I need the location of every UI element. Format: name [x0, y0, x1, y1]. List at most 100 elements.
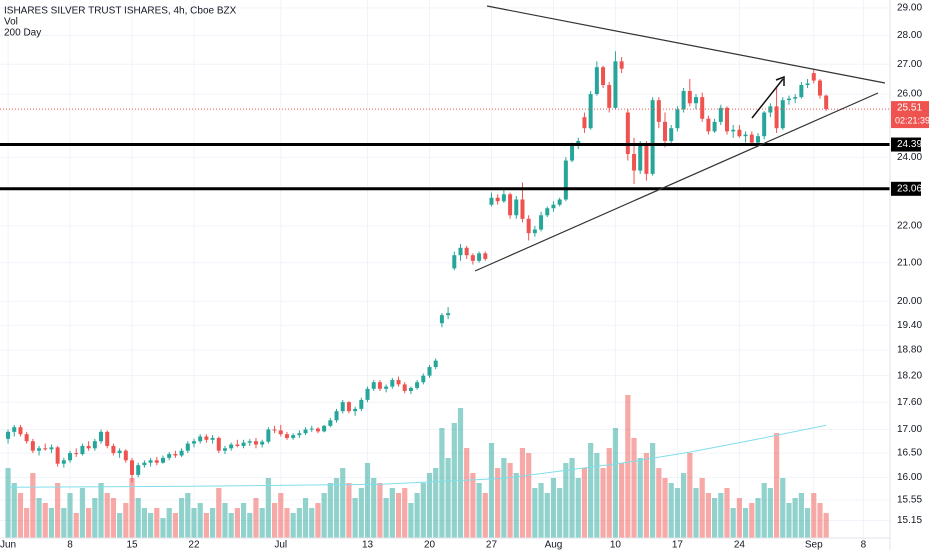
- candle-body: [235, 444, 240, 446]
- volume-bar: [699, 478, 705, 538]
- x-tick-label: 13: [362, 540, 374, 550]
- candle-body: [216, 437, 221, 451]
- candle-body: [123, 450, 128, 461]
- y-tick-label: 18.80: [897, 345, 922, 356]
- candle-body: [396, 380, 401, 385]
- volume-bar: [86, 508, 92, 538]
- candle-body: [594, 67, 599, 95]
- volume-bar: [712, 498, 718, 538]
- volume-bar: [420, 483, 426, 538]
- volume-bar: [588, 443, 594, 538]
- volume-bar: [687, 453, 693, 538]
- volume-bar: [563, 463, 569, 538]
- candle-body: [185, 443, 190, 451]
- grid: [0, 0, 890, 540]
- volume-bar: [445, 458, 451, 538]
- candle-body: [768, 106, 773, 113]
- candle-body: [390, 380, 395, 387]
- volume-bar: [408, 503, 414, 538]
- candle-body: [334, 411, 339, 421]
- y-tick-label: 16.50: [897, 448, 922, 459]
- candle-body: [582, 117, 587, 129]
- candle-body: [49, 447, 54, 450]
- y-tick-label: 24.00: [897, 152, 922, 163]
- candle-body: [229, 444, 234, 449]
- volume-bar: [811, 493, 817, 538]
- volume-bar: [265, 478, 271, 538]
- candle-body: [222, 448, 227, 451]
- volume-bar: [792, 498, 798, 538]
- volume-bar: [240, 503, 247, 538]
- y-tick-label: 17.60: [897, 397, 922, 408]
- candle-body: [706, 118, 711, 132]
- candle-body: [570, 145, 575, 161]
- candle-body: [278, 430, 283, 435]
- volume-bar: [160, 518, 166, 538]
- volume-bar: [507, 463, 513, 538]
- x-tick-label: Jul: [274, 540, 287, 550]
- volume-bar: [575, 478, 581, 538]
- candle-body: [340, 402, 345, 412]
- volume-bar: [724, 488, 730, 538]
- volume-bar: [600, 468, 606, 538]
- volume-bar: [705, 493, 712, 538]
- candle-body: [365, 388, 370, 400]
- candle-body: [402, 384, 407, 391]
- volume-bar: [414, 493, 420, 538]
- volume-bar: [681, 473, 687, 538]
- volume-bar: [464, 448, 470, 538]
- candle-body: [30, 441, 35, 451]
- volume-bar: [36, 498, 42, 538]
- candle-body: [632, 153, 637, 171]
- candle-body: [371, 382, 376, 389]
- volume-bar: [470, 473, 476, 538]
- volume-bar: [581, 468, 588, 538]
- level-label: 24.39: [897, 139, 922, 150]
- last-price-tag: [891, 101, 929, 129]
- candle-body: [663, 121, 668, 141]
- volume-bar: [135, 498, 141, 538]
- volume-bar: [519, 448, 526, 538]
- candle-body: [458, 247, 463, 256]
- candle-body: [824, 95, 829, 110]
- candle-body: [328, 420, 333, 426]
- volume-bar: [290, 513, 296, 538]
- volume-bar: [625, 395, 631, 538]
- ma-line: [8, 424, 827, 488]
- trendline-upper: [486, 5, 886, 84]
- volume-bar: [222, 503, 228, 538]
- x-tick-label: 24: [734, 540, 746, 550]
- volume-bar: [569, 458, 575, 538]
- volume-bar: [216, 488, 222, 538]
- candle-body: [638, 144, 643, 171]
- candle-body: [669, 128, 674, 141]
- x-tick-label: 10: [610, 540, 622, 550]
- candle-body: [61, 460, 66, 464]
- candle-body: [619, 61, 624, 69]
- candle-body: [743, 134, 748, 137]
- volume-bar: [457, 408, 464, 538]
- candle-body: [253, 441, 258, 445]
- candle-body: [272, 429, 277, 431]
- volume-bar: [228, 513, 234, 538]
- volume-bar: [402, 488, 408, 538]
- candle-body: [526, 218, 531, 234]
- candle-body: [811, 73, 816, 81]
- candle-body: [353, 408, 358, 412]
- candle-body: [588, 94, 593, 129]
- volume-bar: [309, 508, 315, 538]
- volume-bar: [117, 513, 123, 538]
- y-tick-label: 19.40: [897, 320, 922, 331]
- candle-body: [266, 429, 271, 442]
- candle-body: [755, 136, 760, 143]
- volume-bar: [773, 433, 780, 538]
- volume-bar: [278, 493, 284, 538]
- candle-body: [241, 442, 246, 446]
- level-label: 23.06: [897, 183, 922, 194]
- volume-bar: [557, 488, 563, 538]
- candle-body: [793, 97, 798, 99]
- x-tick-label: Sep: [805, 540, 823, 550]
- volume-bar: [755, 498, 761, 538]
- candle-body: [539, 215, 544, 230]
